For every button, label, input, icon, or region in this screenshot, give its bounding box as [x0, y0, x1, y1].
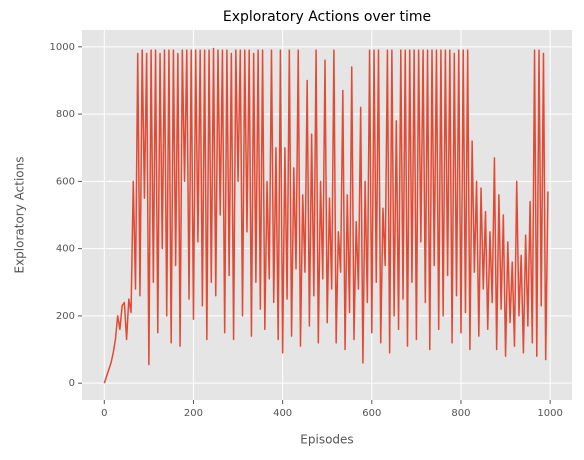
chart-title: Exploratory Actions over time: [223, 9, 431, 25]
x-tick-label: 200: [184, 408, 203, 419]
x-axis-label: Episodes: [300, 433, 353, 447]
y-tick-label: 0: [69, 378, 75, 389]
x-tick-label: 600: [362, 408, 381, 419]
y-tick-label: 600: [56, 176, 75, 187]
y-tick-label: 1000: [50, 42, 75, 53]
x-tick-label: 1000: [537, 408, 562, 419]
y-axis-label: Exploratory Actions: [13, 157, 27, 274]
x-tick-label: 0: [101, 408, 107, 419]
y-tick-label: 800: [56, 109, 75, 120]
data-line: [103, 47, 549, 384]
y-tick-label: 200: [56, 311, 75, 322]
x-tick-label: 800: [451, 408, 470, 419]
y-tick-label: 400: [56, 244, 75, 255]
x-tick-label: 400: [273, 408, 292, 419]
